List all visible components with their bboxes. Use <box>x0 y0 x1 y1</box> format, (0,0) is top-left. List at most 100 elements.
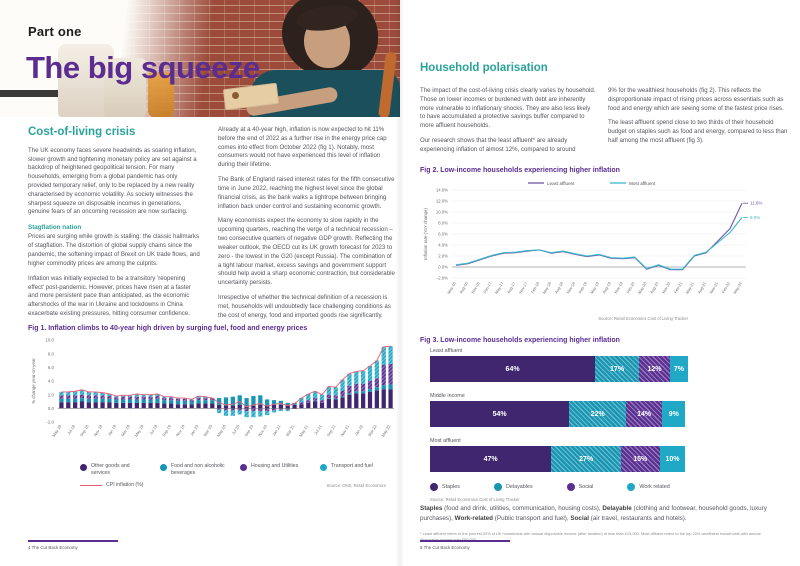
legend-dot <box>566 483 575 491</box>
bar-segment <box>93 395 98 399</box>
body-paragraph: Already at a 40-year high, inflation is … <box>218 126 387 169</box>
kicker: Part one <box>28 24 82 39</box>
bar-segment <box>361 383 366 392</box>
bar-segment <box>278 408 283 410</box>
bar-segment <box>244 398 249 407</box>
bar-segment <box>223 408 229 411</box>
bar-segment <box>388 389 393 409</box>
svg-text:Nov-16: Nov-16 <box>470 281 481 294</box>
bar-segment <box>121 402 126 409</box>
svg-text:May 18: May 18 <box>51 423 63 437</box>
bar-segment <box>319 400 325 403</box>
bar-segment <box>361 393 366 409</box>
bar-segment <box>299 404 304 409</box>
bar-segment <box>237 410 242 415</box>
bar-segment <box>86 402 91 409</box>
category-term: Work-related <box>454 514 494 522</box>
page-gutter <box>396 0 404 566</box>
bar-segment <box>333 399 338 409</box>
bar-segment <box>134 393 139 397</box>
legend-dot <box>627 483 636 491</box>
bar-segment <box>169 398 174 401</box>
bar-segment <box>59 402 64 409</box>
photo-product-stack <box>104 58 146 117</box>
bar-segment <box>148 402 153 409</box>
fig3-segment: 27% <box>551 446 621 472</box>
bar-segment <box>196 403 201 409</box>
bar-segment <box>182 400 187 405</box>
bar-segment <box>210 398 215 401</box>
bar-segment <box>347 393 352 395</box>
bar-segment <box>251 411 256 418</box>
bar-segment <box>114 399 119 403</box>
bar-segment <box>278 409 283 412</box>
fig3-segment: 17% <box>595 356 639 382</box>
svg-text:Mar 21: Mar 21 <box>285 423 296 437</box>
legend-dot <box>493 483 502 491</box>
bar-segment <box>223 397 229 406</box>
page-number: 4 <box>28 545 31 550</box>
bar-segment <box>210 400 215 404</box>
category-term: Delayable <box>602 505 632 513</box>
fig1-title: Fig 1. Inflation climbs to 40-year high … <box>28 325 308 332</box>
bar-segment <box>162 400 167 404</box>
bar-segment <box>326 394 331 399</box>
fig3-bar: 54% 22% 14% 9% <box>430 401 688 427</box>
svg-text:6.0: 6.0 <box>48 365 55 370</box>
photo-product-logo <box>232 92 239 99</box>
svg-text:May 20: May 20 <box>216 423 228 437</box>
bar-segment <box>107 393 112 397</box>
svg-text:14.0%: 14.0% <box>436 188 448 193</box>
bar-segment <box>127 399 133 403</box>
footnote: * Least affluent refers to the poorest 2… <box>420 530 761 542</box>
bar-segment <box>381 364 386 386</box>
bar-segment <box>278 400 283 405</box>
legend-label: Transport and fuel <box>331 463 373 469</box>
bar-segment <box>100 402 105 409</box>
svg-text:May-17: May-17 <box>494 281 505 295</box>
bar-segment <box>141 394 146 397</box>
legend-item: Work related <box>627 483 670 491</box>
legend-label: Social <box>578 484 594 490</box>
bar-segment <box>203 398 208 401</box>
bar-segment <box>354 371 359 384</box>
page-number: 5 <box>420 545 423 550</box>
svg-text:Jan 21: Jan 21 <box>271 423 282 436</box>
bar-segment <box>217 408 222 410</box>
svg-text:Nov 19: Nov 19 <box>175 423 186 437</box>
bar-segment <box>306 393 311 401</box>
bar-segment <box>354 393 359 409</box>
svg-text:Jan 20: Jan 20 <box>189 423 200 436</box>
series-line <box>455 217 743 270</box>
bar-segment <box>271 400 277 405</box>
fig2-source: Source: Retail Economics Cost of Living … <box>598 316 688 321</box>
bar-segment <box>326 398 331 399</box>
bar-segment <box>374 360 379 379</box>
cpi-line <box>61 345 391 408</box>
bar-segment <box>100 395 105 399</box>
bar-segment <box>381 346 386 365</box>
fig3-segment: 64% <box>430 356 596 382</box>
bar-segment <box>285 408 290 410</box>
body-paragraph: 9% for the wealthiest households (fig 2)… <box>608 87 784 112</box>
bar-segment <box>306 402 311 409</box>
bar-segment <box>141 396 146 400</box>
bar-segment <box>127 402 133 409</box>
svg-text:Jul 21: Jul 21 <box>313 423 323 435</box>
fig1-svg: 10.0 8.0 6.0 4.0 2.0 0.0 -2.0 % change year-on-… <box>31 338 394 438</box>
bar-segment <box>66 398 71 403</box>
bar-segment <box>237 395 242 405</box>
bar-segment <box>141 399 146 403</box>
svg-text:Mar 22: Mar 22 <box>367 423 378 437</box>
svg-text:Jul 18: Jul 18 <box>66 423 76 435</box>
cpi-line-swatch <box>80 484 102 486</box>
bar-segment <box>381 385 386 390</box>
legend-dot <box>160 464 167 471</box>
footer-text: 5 The Cut Back Economy <box>420 545 580 550</box>
bar-segment <box>189 404 194 409</box>
bar-segment <box>217 398 222 405</box>
bar-segment <box>73 395 78 399</box>
bar-segment <box>299 402 304 405</box>
legend-label: Work related <box>639 484 670 490</box>
svg-text:Sep 20: Sep 20 <box>243 423 254 437</box>
